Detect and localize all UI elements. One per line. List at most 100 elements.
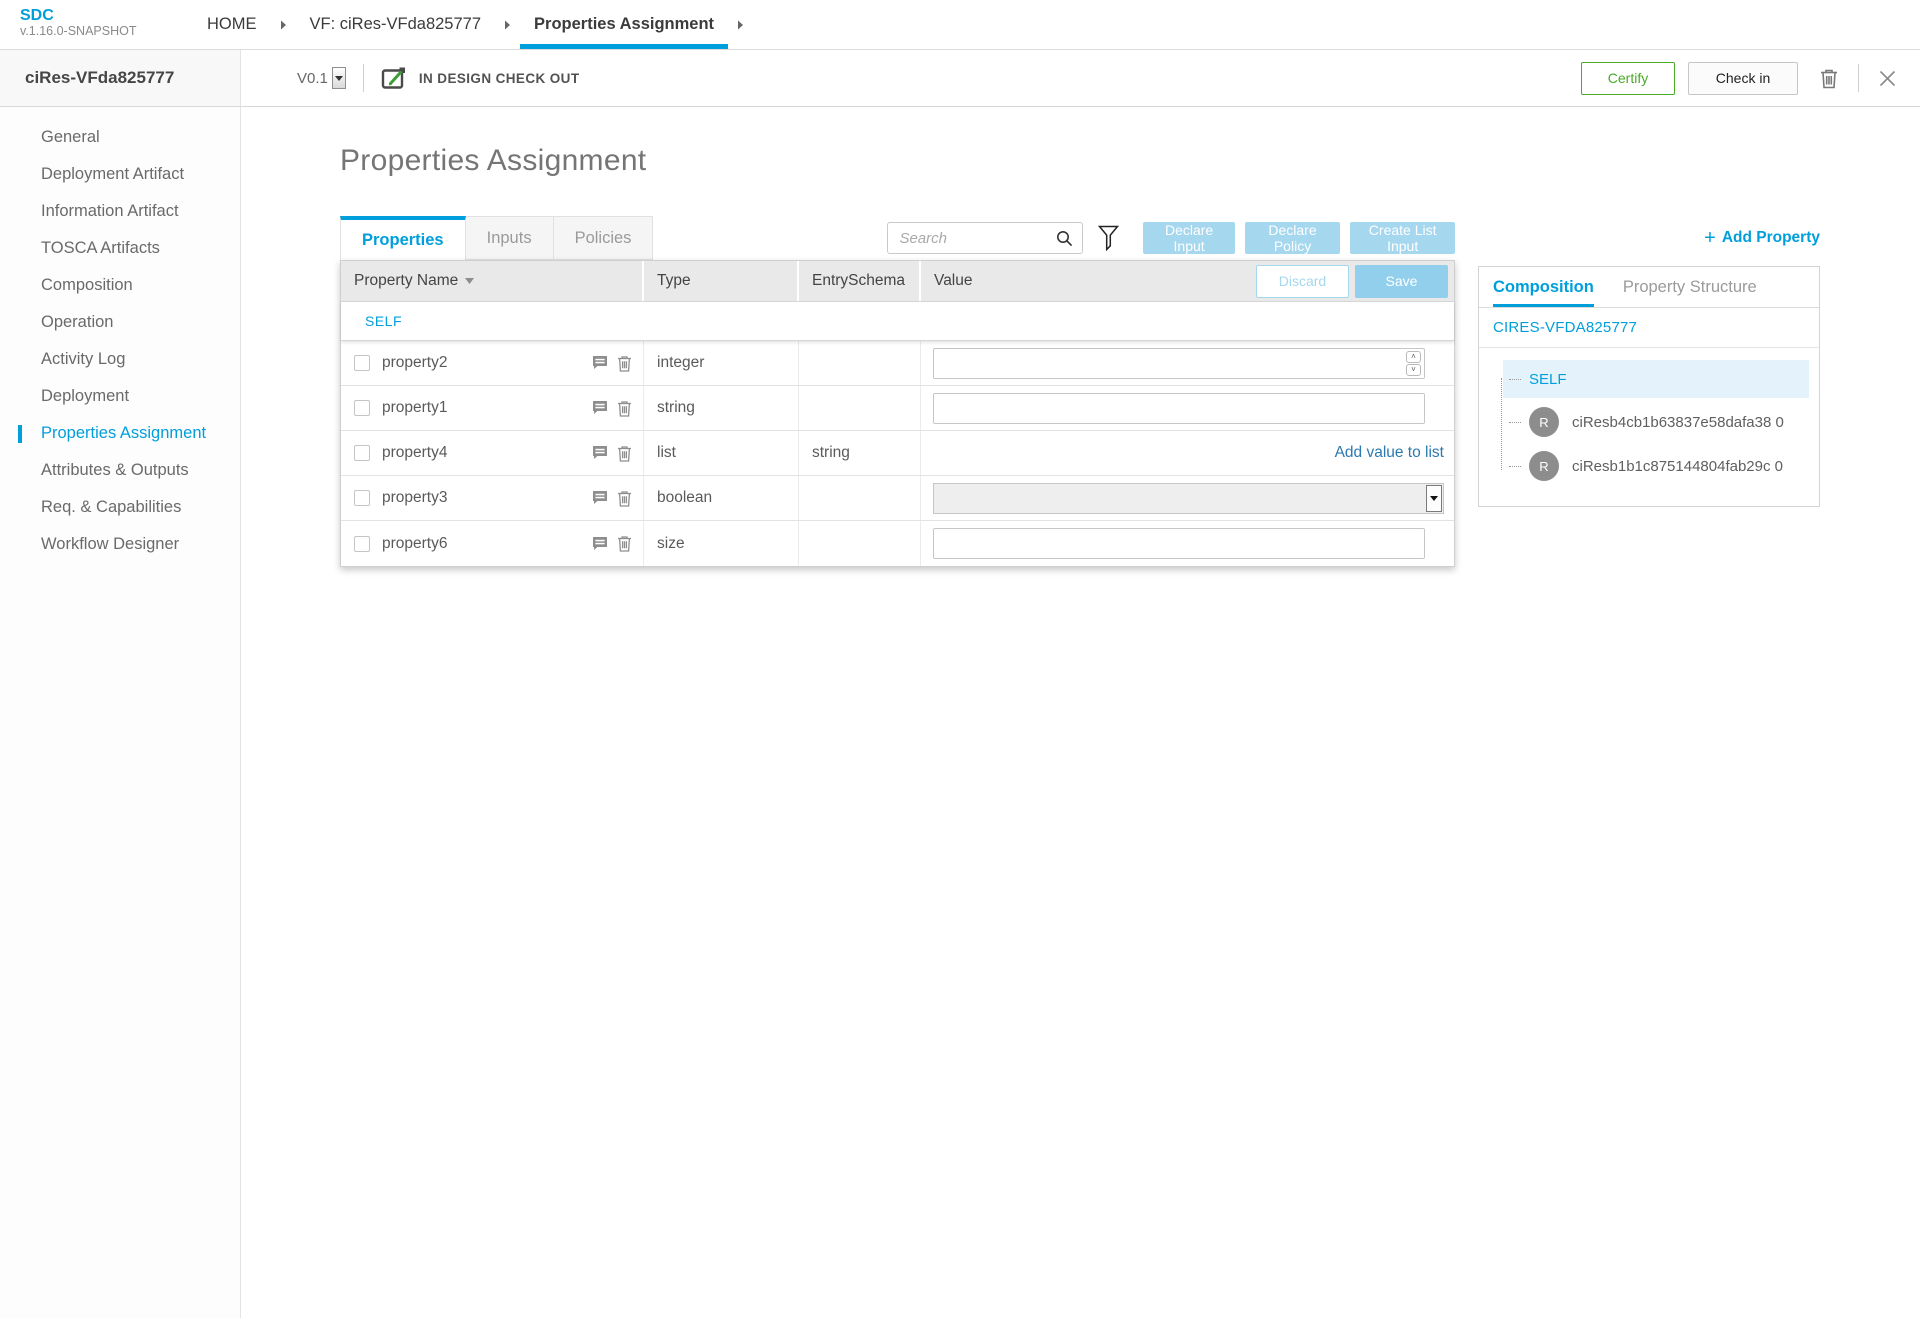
tab-policies[interactable]: Policies bbox=[553, 216, 654, 260]
property-name-cell: property3 bbox=[341, 476, 644, 520]
design-checkout-icon bbox=[381, 66, 408, 91]
trash-icon[interactable] bbox=[617, 535, 632, 552]
entity-name: ciRes-VFda825777 bbox=[0, 50, 241, 106]
tree-item-label: ciResb1b1c875144804fab29c 0 bbox=[1572, 457, 1784, 475]
sidebar-item-tosca-artifacts[interactable]: TOSCA Artifacts bbox=[41, 239, 160, 257]
sidebar-item-activity-log[interactable]: Activity Log bbox=[41, 350, 126, 368]
search-box bbox=[887, 222, 1084, 254]
filter-icon[interactable] bbox=[1098, 225, 1120, 251]
search-icon[interactable] bbox=[1056, 230, 1073, 247]
panel-tab-composition[interactable]: Composition bbox=[1493, 267, 1594, 307]
spinner-up-button[interactable]: ˄ bbox=[1406, 350, 1421, 363]
trash-icon[interactable] bbox=[617, 445, 632, 462]
panel-tab-property-structure[interactable]: Property Structure bbox=[1622, 277, 1757, 296]
breadcrumb-item-vf-cires-vfda825777[interactable]: VF: ciRes-VFda825777 bbox=[309, 15, 482, 33]
create-list-input-button[interactable]: Create List Input bbox=[1350, 222, 1455, 254]
trash-icon[interactable] bbox=[617, 355, 632, 372]
workspace-status-area: V0.1 IN DESIGN CHECK OUT bbox=[241, 50, 1581, 106]
row-checkbox[interactable] bbox=[354, 445, 370, 461]
group-row-self[interactable]: SELF bbox=[341, 301, 1454, 341]
value-cell bbox=[921, 476, 1454, 520]
breadcrumb: HOME VF: ciRes-VFda825777 Properties Assig… bbox=[197, 0, 757, 49]
value-cell bbox=[921, 521, 1454, 566]
certify-button[interactable]: Certify bbox=[1581, 61, 1675, 95]
value-cell bbox=[921, 386, 1454, 430]
value-input[interactable] bbox=[933, 528, 1425, 559]
property-name-cell: property1 bbox=[341, 386, 644, 430]
row-actions bbox=[583, 535, 643, 552]
app-header: SDC v.1.16.0-SNAPSHOT HOME VF: ciRes-VFda… bbox=[0, 0, 1920, 50]
property-name: property4 bbox=[382, 444, 448, 461]
row-checkbox[interactable] bbox=[354, 490, 370, 506]
column-header-property-name[interactable]: Property Name bbox=[341, 261, 644, 301]
value-cell: ˄ ˅ bbox=[921, 341, 1454, 385]
breadcrumb-arrow-icon bbox=[491, 0, 524, 49]
tab-inputs[interactable]: Inputs bbox=[465, 216, 554, 260]
sidebar-item-properties-assignment[interactable]: Properties Assignment bbox=[0, 415, 240, 452]
boolean-select[interactable] bbox=[933, 482, 1444, 514]
app-logo[interactable]: SDC bbox=[20, 7, 54, 24]
row-checkbox[interactable] bbox=[354, 535, 370, 552]
declare-policy-button[interactable]: Declare Policy bbox=[1244, 222, 1341, 254]
sidebar-item-composition[interactable]: Composition bbox=[41, 276, 133, 294]
declare-input-button[interactable]: Declare Input bbox=[1143, 222, 1235, 254]
save-button[interactable]: Save bbox=[1355, 264, 1448, 298]
breadcrumb-item-properties-assignment[interactable]: Properties Assignment bbox=[520, 0, 729, 49]
type-cell: integer bbox=[644, 341, 799, 385]
spinner-down-button[interactable]: ˅ bbox=[1406, 363, 1421, 376]
property-name-cell: property4 bbox=[341, 431, 644, 475]
tree-item-self[interactable]: SELF bbox=[1503, 360, 1809, 398]
delete-icon[interactable] bbox=[1820, 68, 1838, 89]
comment-icon[interactable] bbox=[592, 400, 608, 416]
row-actions bbox=[583, 490, 643, 507]
entryschema-cell bbox=[799, 476, 921, 520]
comment-icon[interactable] bbox=[592, 355, 608, 371]
sidebar-item-operation[interactable]: Operation bbox=[41, 313, 114, 331]
version-dropdown[interactable] bbox=[331, 67, 346, 89]
breadcrumb-arrow-icon bbox=[724, 0, 757, 49]
row-checkbox[interactable] bbox=[354, 400, 370, 416]
sidebar-item-information-artifact[interactable]: Information Artifact bbox=[41, 202, 179, 220]
tree-connector bbox=[1501, 378, 1502, 470]
trash-icon[interactable] bbox=[617, 400, 632, 417]
table-row: property4 list string Add value to list bbox=[341, 431, 1454, 476]
close-icon[interactable] bbox=[1879, 70, 1896, 87]
entryschema-cell bbox=[799, 386, 921, 430]
table-row: property2 integer ˄ ˅ bbox=[341, 341, 1454, 386]
sidebar-item-general[interactable]: General bbox=[41, 128, 100, 146]
row-checkbox[interactable] bbox=[354, 355, 370, 371]
sidebar-item-workflow-designer[interactable]: Workflow Designer bbox=[41, 535, 180, 553]
trash-icon[interactable] bbox=[617, 490, 632, 507]
divider bbox=[362, 64, 364, 92]
table-row: property1 string bbox=[341, 386, 1454, 431]
value-input[interactable] bbox=[933, 347, 1425, 379]
row-actions bbox=[583, 355, 643, 372]
add-value-to-list-link[interactable]: Add value to list bbox=[1334, 444, 1444, 461]
comment-icon[interactable] bbox=[592, 536, 608, 552]
check-in-button[interactable]: Check in bbox=[1688, 61, 1798, 95]
resource-avatar: R bbox=[1529, 451, 1559, 481]
breadcrumb-item-home[interactable]: HOME bbox=[207, 15, 257, 33]
sidebar-item-attributes-outputs[interactable]: Attributes & Outputs bbox=[41, 461, 189, 479]
value-input[interactable] bbox=[933, 392, 1425, 424]
composition-root-node[interactable]: CIRES-VFDA825777 bbox=[1479, 308, 1819, 348]
comment-icon[interactable] bbox=[592, 490, 608, 506]
comment-icon[interactable] bbox=[592, 445, 608, 461]
sidebar: General Deployment Artifact Information Ar… bbox=[0, 107, 241, 1318]
search-input[interactable] bbox=[899, 229, 1057, 247]
type-cell: size bbox=[644, 521, 799, 566]
table-header: Property Name Type EntrySchema Value Dis… bbox=[341, 261, 1454, 301]
column-header-type: Type bbox=[644, 261, 799, 301]
property-name: property2 bbox=[382, 354, 448, 371]
declare-buttons: Declare Input Declare Policy Create List I… bbox=[1133, 222, 1455, 254]
sidebar-item-deployment[interactable]: Deployment bbox=[41, 387, 130, 405]
property-name: property1 bbox=[382, 399, 448, 416]
sidebar-item-deployment-artifact[interactable]: Deployment Artifact bbox=[41, 165, 185, 183]
add-property-button[interactable]: + Add Property bbox=[1704, 227, 1820, 249]
sidebar-item-req-capabilities[interactable]: Req. & Capabilities bbox=[41, 498, 182, 516]
discard-button[interactable]: Discard bbox=[1256, 264, 1349, 298]
tab-properties[interactable]: Properties bbox=[340, 216, 466, 260]
column-header-value: Value Discard Save bbox=[921, 261, 1454, 301]
